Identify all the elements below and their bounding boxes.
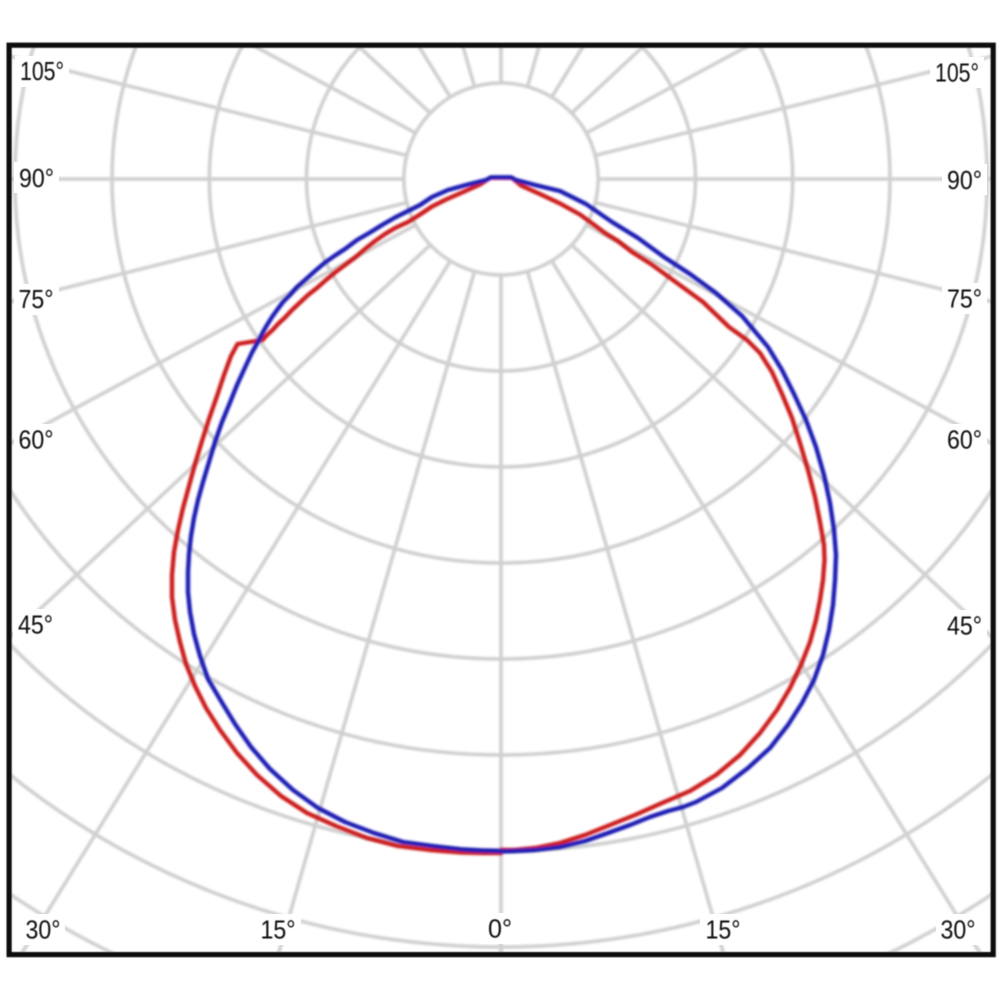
svg-text:60°: 60°: [19, 425, 54, 455]
svg-text:45°: 45°: [947, 611, 982, 641]
svg-text:60°: 60°: [947, 425, 982, 455]
svg-text:45°: 45°: [18, 610, 53, 640]
svg-text:0°: 0°: [488, 914, 512, 944]
svg-text:75°: 75°: [19, 284, 54, 314]
svg-text:105°: 105°: [20, 56, 64, 86]
svg-text:15°: 15°: [706, 915, 741, 945]
svg-text:15°: 15°: [261, 915, 296, 945]
svg-text:90°: 90°: [19, 163, 54, 193]
svg-text:30°: 30°: [26, 915, 61, 945]
svg-text:75°: 75°: [947, 284, 982, 314]
svg-text:90°: 90°: [947, 165, 982, 195]
svg-text:105°: 105°: [935, 58, 979, 88]
svg-text:30°: 30°: [941, 915, 976, 945]
